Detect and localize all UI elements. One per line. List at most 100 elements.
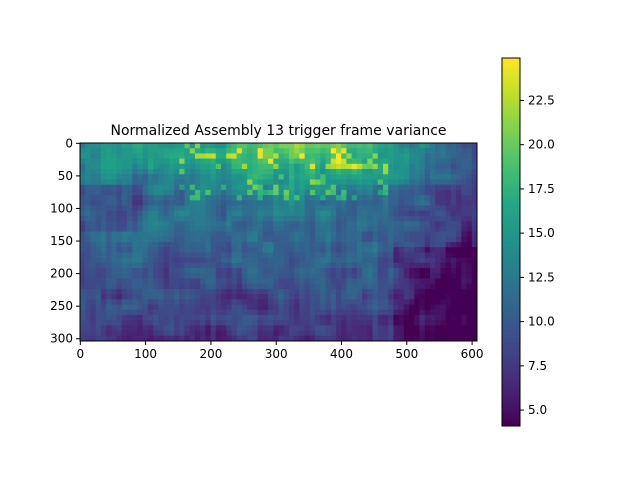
heatmap-cell bbox=[158, 184, 165, 191]
heatmap-cell bbox=[325, 247, 332, 254]
heatmap-cell bbox=[200, 309, 206, 316]
heatmap-cell bbox=[398, 174, 405, 181]
heatmap-cell bbox=[320, 278, 327, 285]
heatmap-cell bbox=[351, 314, 358, 321]
heatmap-cell bbox=[288, 283, 295, 290]
heatmap-cell bbox=[268, 283, 274, 290]
heatmap-cell bbox=[461, 330, 468, 337]
heatmap-cell bbox=[236, 174, 243, 181]
heatmap-cell bbox=[294, 314, 300, 321]
heatmap-cell bbox=[262, 215, 269, 222]
heatmap-cell bbox=[320, 189, 327, 196]
heatmap-cell bbox=[409, 226, 415, 233]
heatmap-cell bbox=[257, 309, 264, 316]
heatmap-cell bbox=[461, 268, 468, 274]
heatmap-cell bbox=[210, 226, 217, 233]
heatmap-cell bbox=[351, 252, 358, 259]
heatmap-cell bbox=[304, 231, 311, 238]
heatmap-cell bbox=[262, 153, 269, 160]
heatmap-cell bbox=[215, 262, 222, 269]
heatmap-cell bbox=[179, 148, 186, 155]
heatmap-cell bbox=[419, 268, 426, 274]
heatmap-cell bbox=[127, 174, 133, 181]
heatmap-cell bbox=[226, 257, 233, 264]
heatmap-cell bbox=[393, 174, 400, 181]
heatmap-cell bbox=[330, 163, 337, 170]
heatmap-cell bbox=[210, 179, 217, 186]
heatmap-cell bbox=[440, 314, 447, 321]
heatmap-cell bbox=[121, 163, 128, 170]
heatmap-cell bbox=[241, 288, 248, 295]
heatmap-cell bbox=[257, 299, 264, 306]
heatmap-cell bbox=[315, 314, 321, 321]
heatmap-cell bbox=[189, 184, 196, 191]
heatmap-cell bbox=[153, 304, 159, 311]
heatmap-cell bbox=[356, 200, 363, 207]
heatmap-cell bbox=[429, 184, 436, 191]
heatmap-cell bbox=[111, 309, 118, 316]
heatmap-cell bbox=[429, 294, 436, 300]
heatmap-cell bbox=[273, 273, 280, 280]
heatmap-cell bbox=[325, 320, 332, 326]
heatmap-cell bbox=[294, 195, 300, 201]
heatmap-cell bbox=[304, 320, 311, 326]
heatmap-cell bbox=[325, 283, 332, 290]
heatmap-cell bbox=[95, 231, 102, 238]
heatmap-cell bbox=[315, 231, 321, 238]
heatmap-cell bbox=[252, 262, 259, 269]
heatmap-cell bbox=[346, 143, 353, 149]
heatmap-cell bbox=[450, 169, 457, 175]
heatmap-cell bbox=[299, 169, 306, 175]
heatmap-cell bbox=[429, 200, 436, 207]
heatmap-cell bbox=[294, 335, 300, 341]
heatmap-cell bbox=[200, 195, 206, 201]
y-tick-label: 100 bbox=[50, 201, 73, 215]
heatmap-cell bbox=[184, 236, 191, 243]
heatmap-cell bbox=[362, 288, 368, 295]
heatmap-cell bbox=[388, 252, 395, 259]
heatmap-cell bbox=[309, 335, 316, 341]
heatmap-cell bbox=[466, 252, 473, 259]
heatmap-cell bbox=[466, 236, 473, 243]
heatmap-cell bbox=[315, 205, 321, 212]
heatmap-cell bbox=[471, 163, 477, 170]
heatmap-cell bbox=[174, 163, 180, 170]
heatmap-cell bbox=[236, 200, 243, 207]
heatmap-cell bbox=[346, 195, 353, 201]
heatmap-cell bbox=[356, 221, 363, 227]
heatmap-cell bbox=[461, 252, 468, 259]
heatmap-cell bbox=[106, 268, 112, 274]
heatmap-cell bbox=[320, 335, 327, 341]
heatmap-cell bbox=[456, 320, 462, 326]
heatmap-cell bbox=[278, 221, 285, 227]
heatmap-cell bbox=[231, 153, 238, 160]
heatmap-cell bbox=[80, 330, 86, 337]
heatmap-cell bbox=[226, 278, 233, 285]
heatmap-cell bbox=[236, 226, 243, 233]
heatmap-cell bbox=[174, 210, 180, 217]
heatmap-cell bbox=[231, 252, 238, 259]
heatmap-cell bbox=[241, 236, 248, 243]
heatmap-cell bbox=[184, 309, 191, 316]
heatmap-cell bbox=[153, 184, 159, 191]
heatmap-cell bbox=[168, 320, 175, 326]
heatmap-cell bbox=[278, 226, 285, 233]
heatmap-cell bbox=[440, 231, 447, 238]
heatmap-cell bbox=[461, 304, 468, 311]
heatmap-cell bbox=[471, 320, 477, 326]
heatmap-cell bbox=[288, 174, 295, 181]
heatmap-cell bbox=[231, 169, 238, 175]
heatmap-cell bbox=[362, 262, 368, 269]
heatmap-cell bbox=[315, 288, 321, 295]
heatmap-cell bbox=[147, 236, 154, 243]
heatmap-cell bbox=[315, 143, 321, 149]
heatmap-cell bbox=[236, 221, 243, 227]
heatmap-cell bbox=[194, 314, 201, 321]
heatmap-cell bbox=[80, 163, 86, 170]
heatmap-cell bbox=[325, 231, 332, 238]
heatmap-cell bbox=[257, 184, 264, 191]
heatmap-cell bbox=[278, 252, 285, 259]
heatmap-cell bbox=[294, 205, 300, 212]
heatmap-cell bbox=[309, 184, 316, 191]
heatmap-cell bbox=[95, 262, 102, 269]
